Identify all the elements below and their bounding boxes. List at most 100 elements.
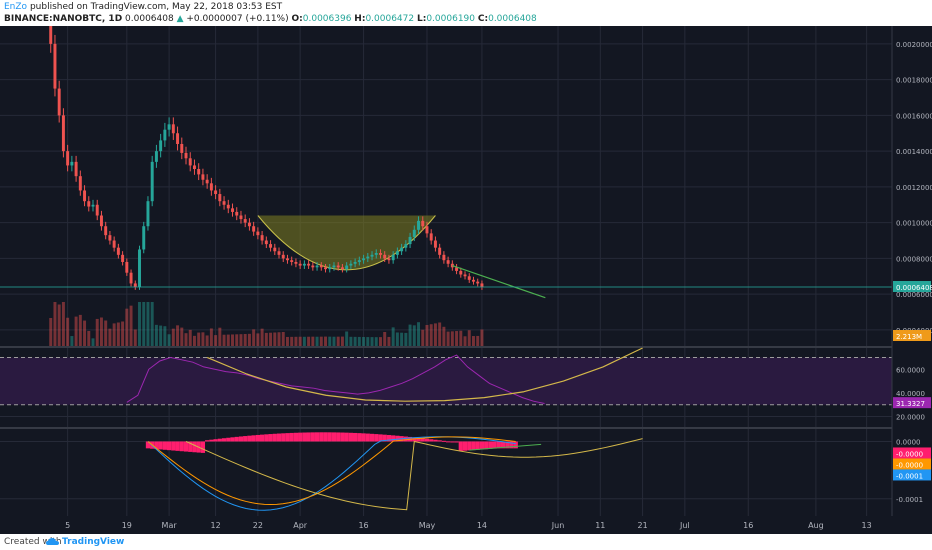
macd-histogram-bar — [175, 441, 180, 451]
open-value: 0.0006396 — [302, 14, 352, 24]
candle-body — [294, 261, 298, 264]
macd-histogram-bar — [247, 435, 252, 442]
volume-bar — [146, 302, 150, 346]
volume-bar — [125, 308, 129, 346]
macd-histogram-bar — [361, 433, 366, 442]
candle-body — [222, 201, 226, 205]
volume-bar — [467, 330, 471, 346]
candle-body — [349, 263, 353, 266]
volume-bar — [78, 314, 82, 346]
tradingview-logo[interactable]: TradingView — [62, 537, 125, 547]
candle-body — [290, 260, 294, 262]
volume-bar — [374, 337, 378, 346]
candle-body — [277, 251, 281, 255]
macd-value-badge-bg — [893, 447, 931, 459]
macd-histogram-bar — [352, 432, 358, 442]
rsi-projection-curve — [206, 347, 643, 402]
price-tick-label: 0.0010000 — [896, 220, 932, 228]
candle-body — [214, 190, 218, 195]
macd-histogram-bar — [259, 434, 265, 442]
macd-histogram-bar — [213, 439, 218, 442]
time-tick-label: 16 — [358, 521, 368, 530]
volume-bar — [408, 324, 412, 346]
volume-bar — [74, 316, 78, 346]
volume-bar — [91, 338, 95, 346]
volume-bar — [421, 329, 425, 346]
macd-histogram-bar — [183, 441, 189, 452]
macd-histogram-bar — [293, 432, 299, 442]
macd-histogram-bar — [344, 432, 349, 442]
volume-bar — [362, 337, 366, 346]
candle-body — [383, 254, 387, 259]
candle-body — [345, 265, 349, 270]
time-tick-label: Jul — [679, 521, 690, 530]
macd-histogram-bar — [437, 440, 442, 442]
macd-histogram-bar — [209, 439, 214, 442]
volume-bar — [218, 327, 222, 346]
volume-bars — [49, 302, 484, 346]
volume-bar — [180, 327, 184, 346]
candle-body — [66, 151, 70, 166]
macd-histogram-bar — [268, 434, 273, 442]
volume-bar — [328, 336, 332, 346]
volume-bar — [349, 336, 353, 346]
volume-bar — [150, 302, 154, 346]
volume-bar — [201, 332, 205, 346]
candle-body — [395, 251, 399, 255]
volume-bar — [192, 335, 196, 346]
volume-bar — [167, 334, 171, 346]
volume-bar — [239, 334, 243, 346]
macd-histogram-bar — [454, 441, 459, 443]
macd-histogram-bar — [289, 432, 294, 442]
candle-body — [340, 267, 344, 270]
volume-bar — [442, 326, 446, 346]
volume-bar — [319, 336, 323, 346]
volume-bar — [324, 336, 327, 346]
volume-bar — [264, 332, 268, 346]
volume-bar — [290, 336, 294, 346]
volume-bar — [395, 332, 399, 346]
macd-pane — [145, 432, 643, 511]
macd-histogram-bar — [348, 432, 353, 442]
macd-histogram-bar — [217, 438, 222, 442]
volume-bar — [104, 320, 108, 346]
candle-body — [184, 152, 188, 159]
macd-histogram-bar — [374, 434, 379, 442]
macd-projection-curve — [185, 438, 643, 511]
rsi-pane — [0, 347, 892, 406]
volume-bar — [184, 333, 188, 346]
volume-bar — [391, 327, 395, 346]
candle-body — [362, 258, 366, 261]
candle-body — [269, 244, 273, 248]
volume-bar — [480, 329, 484, 346]
created-with: Created with — [4, 537, 62, 547]
volume-bar — [83, 320, 87, 346]
volume-bar — [387, 336, 391, 346]
volume-bar — [400, 332, 404, 346]
time-tick-label: 22 — [253, 521, 263, 530]
candle-body — [353, 261, 357, 264]
volume-bar — [154, 324, 158, 346]
candle-body — [442, 254, 446, 261]
volume-bar — [231, 334, 234, 346]
time-tick-label: 12 — [211, 521, 221, 530]
candle-body — [146, 201, 150, 227]
candle-body — [476, 281, 480, 284]
volume-bar — [260, 328, 264, 346]
footer: Created with TradingView — [0, 534, 932, 550]
volume-bar — [205, 335, 209, 346]
rsi-band — [0, 357, 892, 405]
author-name[interactable]: EnZo — [4, 2, 28, 12]
macd-histogram-bar — [205, 440, 210, 442]
macd-histogram-bar — [462, 441, 468, 451]
chart-canvas[interactable]: 5 19 Mar 12 22 Apr 16 May 14 Jun 11 21 Jul 16 Aug 13 0.… — [0, 26, 932, 534]
candle-body — [150, 161, 154, 202]
candle-body — [95, 204, 99, 216]
volume-bar — [129, 305, 133, 346]
time-axis: 5 19 Mar 12 22 Apr 16 May 14 Jun 11 21 Jul 16 Aug 13 — [0, 516, 932, 534]
candle-body — [256, 231, 260, 236]
volume-bar — [476, 335, 480, 346]
time-tick-label: 11 — [595, 521, 605, 530]
time-tick-label: Mar — [162, 521, 178, 530]
volume-bar — [425, 324, 429, 346]
